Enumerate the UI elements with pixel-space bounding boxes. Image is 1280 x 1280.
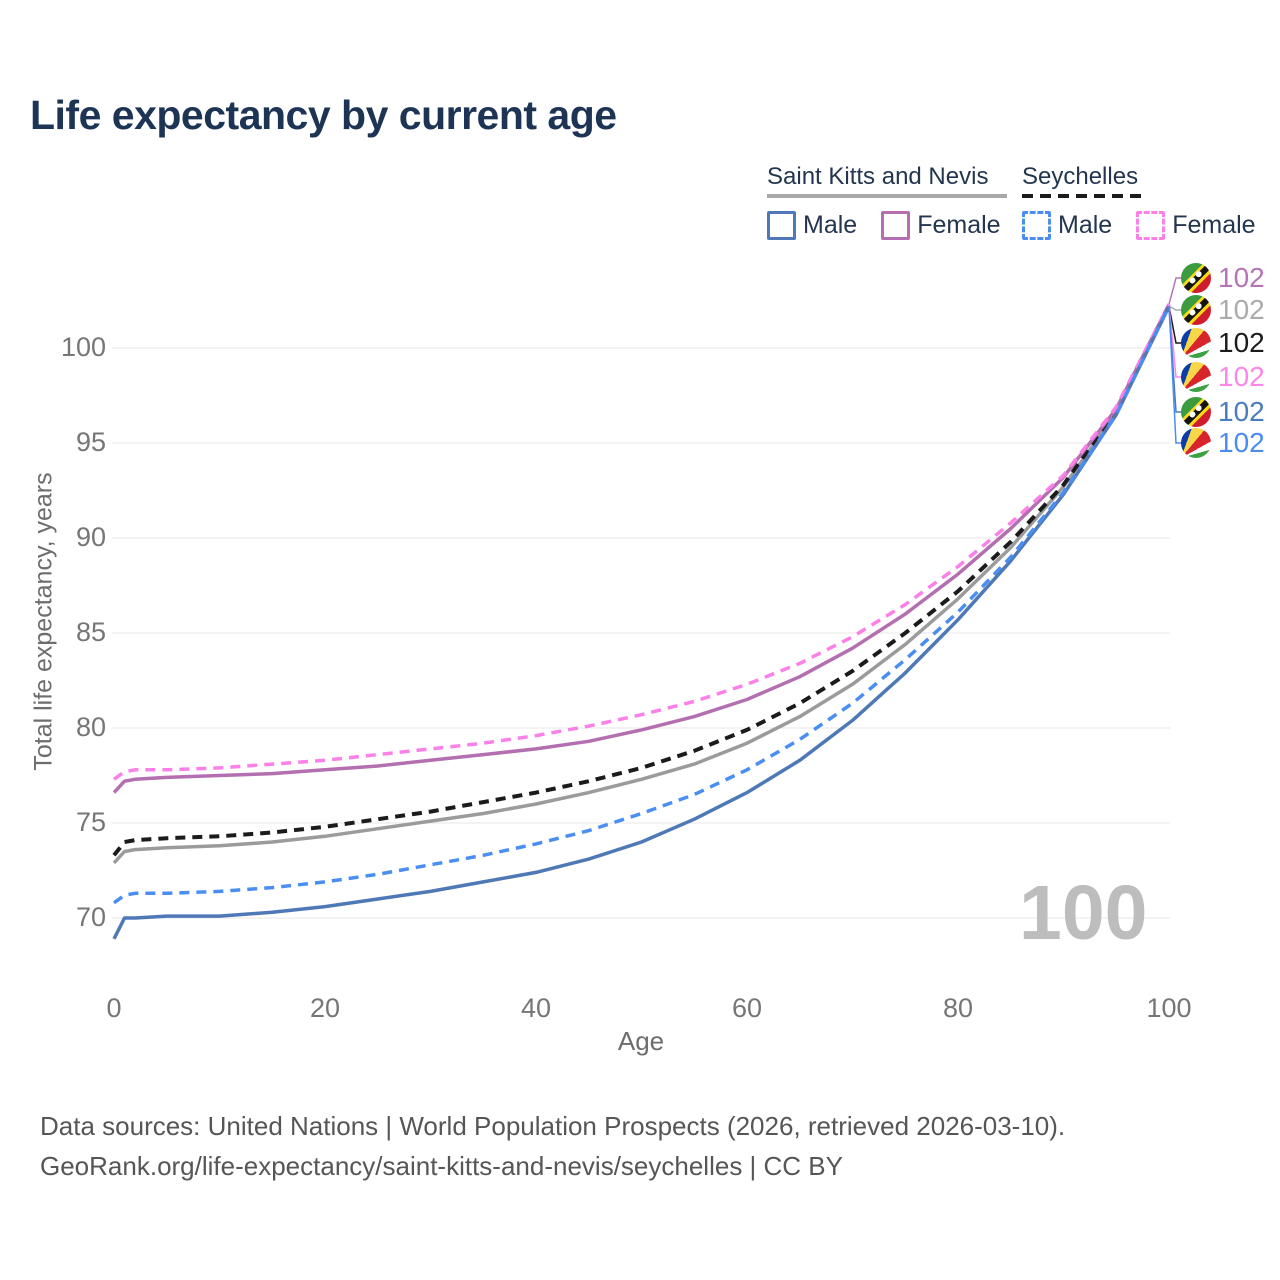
x-axis-title: Age — [617, 1026, 665, 1056]
legend-country-label[interactable]: Seychelles — [1022, 163, 1139, 190]
series-line-sey-male[interactable] — [112, 305, 1171, 905]
age-watermark-label: 100 — [1019, 870, 1148, 956]
end-label-row-skn-female: 102 — [1181, 261, 1265, 295]
page-title: Life expectancy by current age — [30, 92, 617, 138]
legend-item-skn-male[interactable]: Male — [767, 211, 857, 240]
x-tick-label: 0 — [106, 993, 122, 1023]
end-value-label: 102 — [1218, 262, 1265, 293]
series-line-sey-female[interactable] — [112, 303, 1171, 781]
y-tick-label: 100 — [60, 332, 106, 362]
leader-line-sey-total — [1168, 306, 1183, 344]
end-label-row-skn-total: 102 — [1181, 293, 1265, 327]
series-line-sey-total[interactable] — [112, 305, 1171, 857]
y-tick-label: 75 — [75, 807, 106, 837]
y-axis-title: Total life expectancy, years — [29, 472, 58, 771]
leader-line-skn-female — [1168, 277, 1183, 305]
legend-item-label: Male — [1058, 211, 1113, 239]
footer-attribution-link[interactable]: GeoRank.org/life-expectancy/saint-kitts-… — [40, 1151, 843, 1181]
footer: Data sources: United Nations | World Pop… — [40, 1106, 1065, 1186]
legend-dashed-line-sample — [1022, 194, 1142, 198]
legend-group-saint-kitts-and-nevis: Saint Kitts and Nevis Male Female — [767, 163, 1007, 240]
legend-item-label: Male — [803, 211, 858, 239]
legend-solid-line-sample — [767, 194, 1007, 198]
saint-kitts-and-nevis-flag-icon — [1181, 295, 1211, 325]
y-tick-label: 95 — [75, 427, 106, 457]
end-value-label: 102 — [1218, 294, 1265, 325]
seychelles-flag-icon — [1181, 362, 1211, 392]
legend-country-label[interactable]: Saint Kitts and Nevis — [767, 163, 989, 190]
series-line-skn-total[interactable] — [112, 305, 1171, 865]
end-label-row-sey-male: 102 — [1181, 426, 1265, 460]
dashed-male-swatch-icon — [1022, 211, 1051, 240]
end-value-label: 102 — [1218, 427, 1265, 458]
dashed-female-swatch-icon — [1136, 211, 1166, 240]
x-tick-label: 80 — [942, 993, 974, 1023]
saint-kitts-and-nevis-flag-icon — [1181, 263, 1211, 293]
leader-line-skn-total — [1168, 305, 1183, 311]
end-label-row-sey-total: 102 — [1181, 326, 1265, 360]
footer-data-sources: Data sources: United Nations | World Pop… — [40, 1111, 1066, 1141]
y-tick-label: 85 — [75, 617, 106, 647]
x-tick-label: 60 — [731, 993, 763, 1023]
series-line-skn-female[interactable] — [112, 303, 1171, 794]
leader-line-sey-male — [1168, 306, 1183, 444]
legend-item-sey-female[interactable]: Female — [1136, 211, 1256, 240]
end-value-label: 102 — [1218, 361, 1265, 392]
legend-group-seychelles: Seychelles Male Female — [1022, 163, 1256, 240]
y-tick-label: 80 — [75, 712, 106, 742]
legend-item-sey-male[interactable]: Male — [1022, 211, 1112, 240]
saint-kitts-and-nevis-flag-icon — [1181, 397, 1211, 427]
legend-item-label: Female — [917, 211, 1001, 239]
leader-line-sey-female — [1168, 304, 1183, 378]
end-label-row-skn-male: 102 — [1181, 395, 1265, 429]
x-tick-label: 100 — [1146, 993, 1192, 1023]
solid-female-swatch-icon — [881, 211, 911, 240]
solid-male-swatch-icon — [767, 211, 796, 240]
end-value-label: 102 — [1218, 396, 1265, 427]
x-tick-label: 20 — [309, 993, 341, 1023]
seychelles-flag-icon — [1181, 428, 1211, 458]
seychelles-flag-icon — [1181, 328, 1211, 358]
series-line-skn-male[interactable] — [112, 305, 1171, 940]
end-label-row-sey-female: 102 — [1181, 360, 1265, 394]
end-value-label: 102 — [1218, 327, 1265, 358]
y-tick-label: 70 — [75, 902, 106, 932]
y-tick-label: 90 — [75, 522, 106, 552]
legend-item-skn-female[interactable]: Female — [881, 211, 1001, 240]
x-tick-label: 40 — [520, 993, 552, 1023]
chart-plot-area[interactable] — [0, 0, 1280, 1080]
legend-item-label: Female — [1172, 211, 1256, 239]
